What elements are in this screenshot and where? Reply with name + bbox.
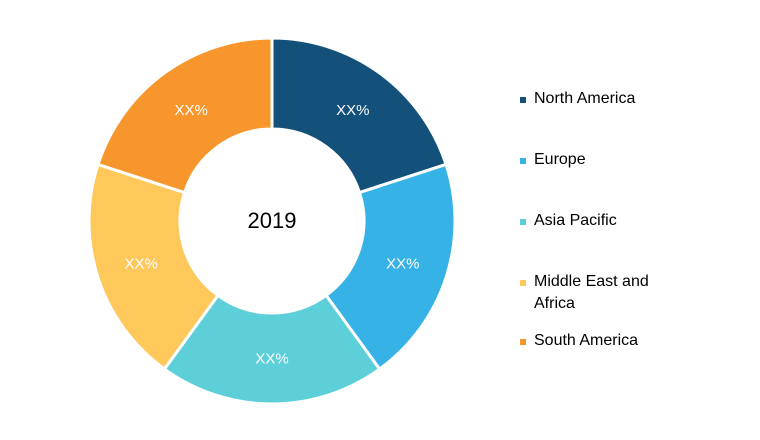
center-year-label: 2019: [248, 208, 297, 233]
legend-swatch-asia-pacific: [520, 219, 526, 225]
legend-swatch-north-america: [520, 97, 526, 103]
legend-swatch-middle-east-africa: [520, 280, 526, 286]
legend-item-north-america: North America: [520, 88, 750, 110]
slice-label-south-america: XX%: [174, 102, 207, 119]
legend-label-asia-pacific: Asia Pacific: [534, 212, 617, 229]
slice-label-asia-pacific: XX%: [255, 351, 288, 368]
slice-label-middle-east-and-africa: XX%: [125, 255, 158, 272]
legend-swatch-south-america: [520, 339, 526, 345]
legend-label-middle-east-africa: Middle East and Africa: [534, 273, 649, 312]
slice-europe: [323, 162, 457, 372]
slice-middle-east-and-africa: [87, 162, 221, 372]
legend-label-north-america: North America: [534, 90, 636, 107]
slice-asia-pacific: [162, 293, 382, 406]
legend-item-middle-east-africa: Middle East and Africa: [520, 271, 750, 315]
legend-item-asia-pacific: Asia Pacific: [520, 210, 750, 232]
donut-slices: [87, 36, 457, 406]
legend: North America Europe Asia Pacific Middle…: [520, 88, 750, 391]
slice-label-north-america: XX%: [336, 102, 369, 119]
legend-label-south-america: South America: [534, 332, 639, 349]
slice-north-america: [270, 36, 448, 195]
slice-label-europe: XX%: [386, 255, 419, 272]
legend-swatch-europe: [520, 158, 526, 164]
slice-labels: XX% XX% XX% XX% XX%: [125, 102, 420, 368]
legend-label-europe: Europe: [534, 151, 586, 168]
slice-south-america: [96, 36, 274, 195]
legend-item-europe: Europe: [520, 149, 750, 171]
legend-item-south-america: South America: [520, 330, 750, 352]
